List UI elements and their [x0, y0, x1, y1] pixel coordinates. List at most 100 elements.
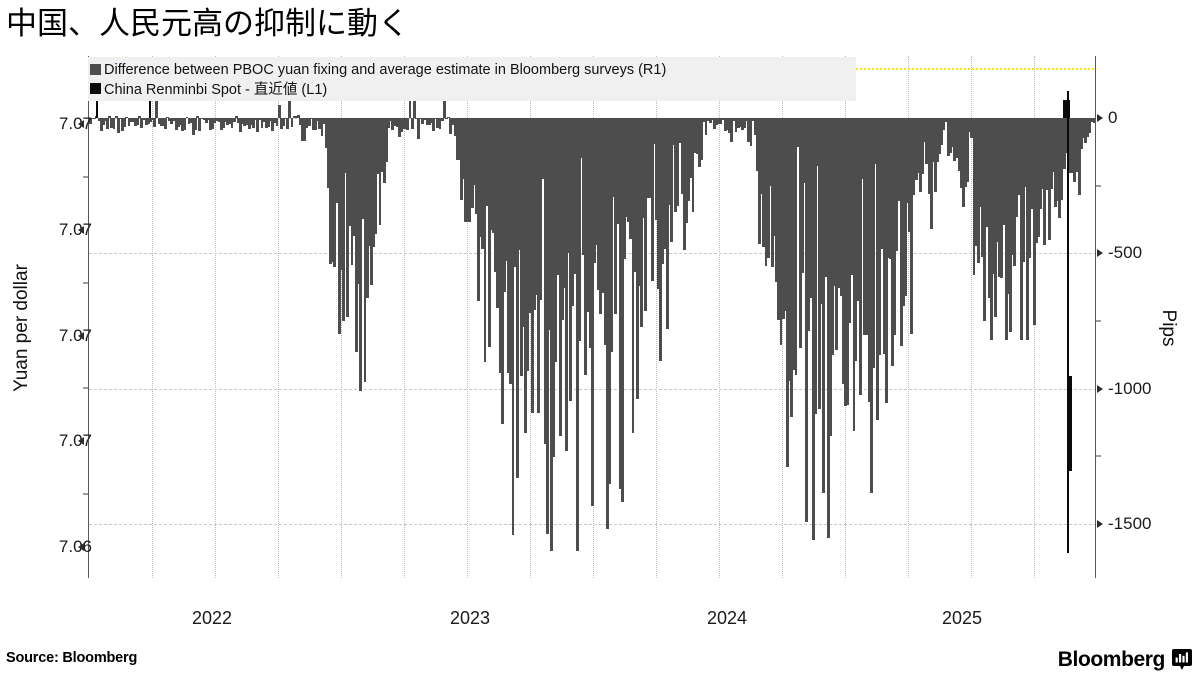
table-row	[816, 118, 819, 166]
table-row	[114, 115, 118, 119]
table-row	[393, 118, 397, 126]
table-row	[249, 118, 253, 126]
table-row	[730, 118, 734, 143]
table-row	[303, 118, 307, 142]
table-row	[807, 118, 811, 332]
table-row	[468, 118, 472, 223]
table-row	[404, 118, 408, 130]
table-row	[764, 118, 768, 266]
table-row	[835, 118, 839, 351]
table-row	[803, 118, 807, 184]
table-row	[723, 118, 727, 132]
table-row	[260, 118, 264, 129]
table-row	[858, 118, 862, 395]
table-row	[590, 118, 594, 507]
table-row	[344, 118, 348, 174]
table-row	[773, 118, 776, 237]
table-row	[174, 118, 178, 130]
table-row	[239, 118, 242, 132]
table-row	[419, 117, 423, 119]
table-row	[824, 118, 828, 277]
table-row	[155, 97, 159, 119]
table-row	[614, 118, 618, 314]
table-row	[421, 118, 425, 125]
table-row	[1079, 118, 1083, 150]
table-row	[852, 118, 856, 431]
table-row	[194, 118, 197, 131]
table-row	[886, 118, 890, 258]
table-row	[914, 118, 918, 180]
table-row	[543, 118, 547, 444]
table-row	[402, 118, 405, 129]
table-row	[949, 118, 952, 154]
table-row	[230, 118, 234, 128]
table-row	[728, 118, 731, 133]
right-axis-tick-label: 0	[1108, 108, 1118, 128]
table-row	[170, 118, 174, 125]
vertical-gridline	[404, 56, 405, 578]
table-row	[1071, 118, 1075, 173]
table-row	[798, 118, 802, 349]
table-row	[1058, 118, 1062, 219]
vertical-gridline	[341, 56, 342, 578]
table-row	[123, 118, 127, 128]
table-row	[771, 118, 774, 268]
table-row	[185, 116, 189, 119]
table-row	[918, 118, 922, 193]
table-row	[164, 118, 167, 130]
table-row	[1034, 118, 1038, 244]
table-row	[663, 118, 667, 250]
table-row	[811, 118, 815, 541]
table-row	[876, 118, 879, 420]
table-row	[717, 118, 721, 124]
table-row	[438, 118, 442, 130]
right-axis-minor-tick	[1096, 455, 1101, 457]
table-row	[314, 118, 318, 130]
left-axis-minor-tick	[83, 282, 88, 284]
table-row	[577, 118, 581, 342]
table-row	[610, 118, 613, 352]
square-swatch-icon	[90, 64, 101, 75]
table-row	[1039, 118, 1042, 209]
table-row	[683, 118, 686, 250]
table-row	[848, 118, 852, 323]
vertical-gridline	[467, 56, 468, 578]
table-row	[517, 118, 521, 250]
table-row	[1062, 118, 1066, 170]
table-row	[668, 118, 671, 205]
table-row	[1043, 118, 1047, 246]
table-row	[653, 118, 656, 145]
table-row	[228, 118, 232, 124]
table-row	[861, 118, 864, 179]
table-row	[878, 118, 882, 355]
horizontal-gridline	[89, 523, 1095, 525]
left-axis-minor-tick	[83, 176, 88, 178]
table-row	[327, 118, 330, 189]
table-row	[580, 118, 583, 159]
table-row	[650, 118, 654, 281]
table-row	[505, 118, 508, 261]
table-row	[899, 118, 903, 347]
table-row	[159, 118, 163, 127]
left-axis-tick-label: 7.06	[58, 537, 92, 556]
table-row	[955, 118, 959, 158]
table-row	[655, 118, 659, 220]
table-row	[357, 118, 360, 284]
table-row	[704, 118, 708, 135]
table-row	[125, 116, 129, 119]
table-row	[674, 118, 678, 212]
table-row	[1024, 118, 1027, 187]
table-row	[1075, 118, 1079, 172]
table-row	[466, 118, 470, 223]
left-axis-tick-arrow	[78, 437, 84, 446]
table-row	[200, 118, 204, 120]
table-row	[1041, 118, 1045, 189]
table-row	[140, 118, 144, 128]
table-row	[442, 89, 446, 119]
table-row	[888, 118, 892, 259]
table-row	[569, 118, 573, 401]
table-row	[1086, 118, 1090, 137]
table-row	[142, 118, 146, 121]
table-row	[348, 118, 352, 227]
table-row	[352, 118, 356, 237]
